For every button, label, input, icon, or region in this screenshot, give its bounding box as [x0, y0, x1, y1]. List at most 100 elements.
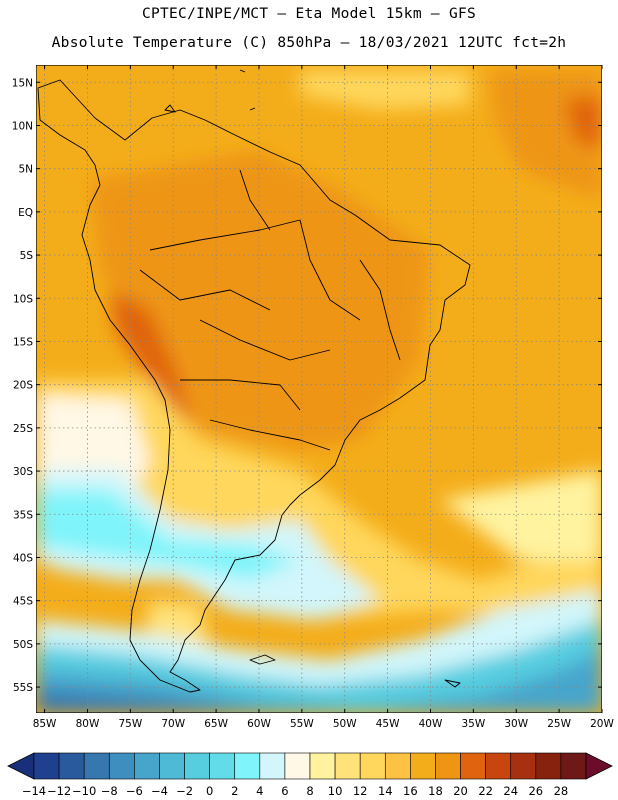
field-southern-colder: [36, 650, 602, 713]
lon-tick-label: 65W: [204, 718, 228, 730]
colorbar-label: −4: [151, 784, 168, 798]
colorbar-swatch: [460, 752, 486, 780]
colorbar-label: −10: [72, 784, 96, 798]
south-georgia: [444, 679, 461, 688]
colorbar-label: −8: [101, 784, 118, 798]
field-mild-north: [300, 70, 470, 110]
lat-tick-label: 5N: [18, 164, 33, 176]
lon-tick-label: 20W: [590, 718, 614, 730]
colorbar-label: −12: [47, 784, 71, 798]
border-5: [209, 419, 331, 451]
colorbar-swatch: [284, 752, 311, 780]
colorbar-label: 8: [306, 784, 313, 798]
coastline: [37, 69, 471, 693]
caribbean-islands: [164, 69, 256, 113]
border-8: [239, 169, 271, 231]
border-1: [149, 219, 301, 251]
lat-tick-label: 45S: [13, 596, 33, 608]
lat-tick-label: EQ: [18, 207, 33, 219]
border-6: [299, 219, 361, 321]
colorbar-swatch: [435, 752, 461, 780]
field-south-pale-2: [440, 470, 602, 560]
colorbar: −14 −12 −10 −8 −6 −4 −2 0 2 4 6 8 10 12 14 16 18 20 22 24 26…: [7, 752, 613, 798]
title-line-2: Absolute Temperature (C) 850hPa – 18/03/…: [51, 35, 567, 51]
colorbar-swatch: [259, 752, 286, 780]
colorbar-swatch: [184, 752, 210, 780]
colorbar-swatch: [209, 752, 236, 780]
title-line-1: CPTEC/INPE/MCT – Eta Model 15km – GFS: [141, 6, 477, 22]
colorbar-swatch: [510, 752, 537, 780]
lat-tick-label: 25S: [13, 423, 33, 435]
colorbar-swatch: [234, 752, 261, 780]
lon-tick-label: 85W: [33, 718, 57, 730]
colorbar-swatch: [159, 752, 185, 780]
colorbar-label: 24: [503, 784, 518, 798]
colorbar-swatch: [134, 752, 160, 780]
colorbar-label: 14: [378, 784, 393, 798]
lon-tick-label: 40W: [419, 718, 443, 730]
colorbar-swatch: [309, 752, 336, 780]
lat-tick-label: 30S: [13, 466, 33, 478]
field-hottest-atlantic: [565, 95, 602, 150]
graticule: [36, 65, 602, 713]
colorbar-label: 18: [428, 784, 443, 798]
colorbar-swatch: [334, 752, 361, 780]
colorbar-label: 0: [206, 784, 213, 798]
field-southern-coldest: [36, 690, 260, 713]
border-2: [139, 269, 271, 311]
colorbar-label: 12: [353, 784, 368, 798]
border-3: [199, 319, 331, 361]
latitude-ticks: 15N 10N 5N EQ 5S 10S 15S 20S 25S 30S 35S 40S 45S 50S 5…: [12, 77, 602, 694]
colorbar-swatch: [58, 752, 85, 780]
colorbar-swatch: [485, 752, 512, 780]
colorbar-label: 10: [328, 784, 343, 798]
lon-tick-label: 75W: [118, 718, 142, 730]
lon-tick-label: 35W: [461, 718, 485, 730]
colorbar-swatch: [83, 752, 110, 780]
colorbar-label: −2: [176, 784, 193, 798]
lon-tick-label: 55W: [290, 718, 314, 730]
colorbar-label: 4: [256, 784, 263, 798]
colorbar-label: −14: [22, 784, 46, 798]
lat-tick-label: 20S: [13, 380, 33, 392]
temperature-field: [36, 65, 602, 713]
lon-tick-label: 45W: [376, 718, 400, 730]
border-4: [180, 379, 301, 411]
colorbar-label: −6: [126, 784, 143, 798]
lon-tick-label: 80W: [76, 718, 100, 730]
colorbar-label: 26: [528, 784, 543, 798]
lat-tick-label: 10N: [12, 120, 33, 132]
colorbar-swatch: [108, 752, 135, 780]
lon-tick-label: 60W: [247, 718, 271, 730]
colorbar-swatch: [410, 752, 436, 780]
colorbar-high-arrow: [585, 752, 613, 780]
colorbar-label: 28: [554, 784, 569, 798]
lat-tick-label: 40S: [13, 552, 33, 564]
colorbar-label: 22: [478, 784, 493, 798]
colorbar-swatch: [359, 752, 386, 780]
lon-tick-label: 50W: [333, 718, 357, 730]
colorbar-swatch: [535, 752, 562, 780]
colorbar-swatch: [33, 752, 60, 780]
longitude-ticks: 85W 80W 75W 70W 65W 60W 55W 50W 45W 40W 35W 30W 25W 2…: [33, 65, 614, 730]
lat-tick-label: 5S: [20, 250, 34, 262]
lat-tick-label: 15N: [12, 77, 33, 89]
falkland-islands: [249, 654, 276, 665]
lat-tick-label: 10S: [13, 293, 33, 305]
field-andes-hot: [110, 290, 190, 430]
border-7: [359, 259, 401, 361]
colorbar-label: 2: [231, 784, 238, 798]
lat-tick-label: 35S: [13, 509, 33, 521]
lat-tick-label: 55S: [13, 682, 33, 694]
colorbar-low-arrow: [7, 752, 35, 780]
colorbar-swatch: [560, 752, 587, 780]
lat-tick-label: 50S: [13, 639, 33, 651]
lon-tick-label: 30W: [504, 718, 528, 730]
lon-tick-label: 70W: [161, 718, 185, 730]
colorbar-label: 20: [453, 784, 468, 798]
colorbar-swatch: [384, 752, 411, 780]
continent-outline: [37, 79, 471, 693]
lat-tick-label: 15S: [13, 336, 33, 348]
colorbar-label: 16: [403, 784, 418, 798]
colorbar-label: 6: [281, 784, 288, 798]
